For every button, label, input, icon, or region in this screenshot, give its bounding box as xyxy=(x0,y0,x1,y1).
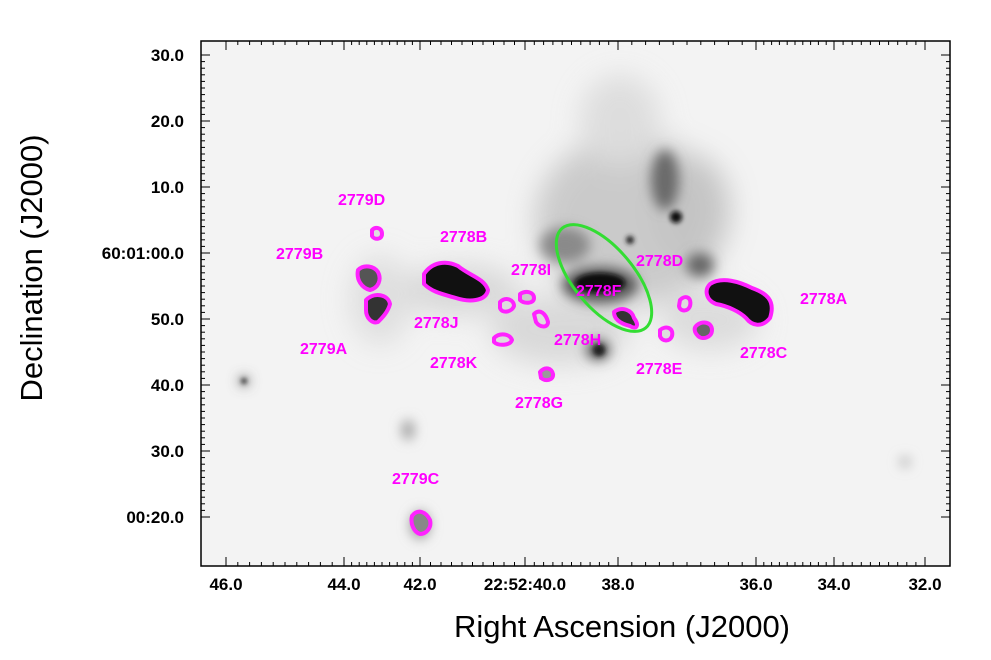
source-label: 2779D xyxy=(338,192,385,209)
x-tick-label: 42.0 xyxy=(403,575,436,594)
x-tick-label: 32.0 xyxy=(908,575,941,594)
contour-2778B xyxy=(422,260,490,303)
contour-2778I xyxy=(518,289,536,305)
y-tick-label: 60:01:00.0 xyxy=(102,244,184,263)
source-label: 2778C xyxy=(740,345,788,362)
y-tick-label: 40.0 xyxy=(151,376,184,395)
x-axis-title: Right Ascension (J2000) xyxy=(454,609,790,644)
contour-2778J xyxy=(498,297,516,314)
x-tick-label: 34.0 xyxy=(817,575,850,594)
y-axis-title: Declination (J2000) xyxy=(14,134,49,401)
contour-2779C xyxy=(409,509,433,536)
x-tick-labels: 46.0 44.0 42.0 22:52:40.0 38.0 36.0 34.0… xyxy=(209,575,941,594)
contour-2779B xyxy=(355,264,382,292)
axis-ticks xyxy=(201,41,950,566)
source-labels: 2778A 2778B 2778C 2778D 2778E 2778F 2778… xyxy=(276,192,848,488)
contour-2778D xyxy=(677,295,693,313)
source-label: 2778G xyxy=(515,395,563,412)
aperture-ellipse xyxy=(554,223,654,333)
source-label: 2778H xyxy=(554,332,601,349)
x-tick-label: 36.0 xyxy=(739,575,772,594)
contour-2778E xyxy=(658,325,675,343)
contour-2778K xyxy=(492,332,514,347)
y-tick-label: 20.0 xyxy=(151,112,184,131)
x-tick-label: 38.0 xyxy=(601,575,634,594)
y-tick-label: 00:20.0 xyxy=(126,508,184,527)
contour-2778C xyxy=(692,320,714,340)
x-tick-label: 46.0 xyxy=(209,575,242,594)
contour-2779A xyxy=(364,293,392,325)
contour-2778A xyxy=(704,278,774,327)
source-label: 2779B xyxy=(276,246,323,263)
source-label: 2779C xyxy=(392,471,440,488)
source-label: 2778B xyxy=(440,229,487,246)
source-label: 2779A xyxy=(300,341,348,358)
contour-2779D xyxy=(370,225,384,241)
source-label: 2778J xyxy=(414,315,459,332)
y-tick-label: 50.0 xyxy=(151,310,184,329)
contour-2778H xyxy=(532,309,550,329)
source-label: 2778D xyxy=(636,253,683,270)
y-tick-label: 30.0 xyxy=(151,442,184,461)
x-tick-label: 44.0 xyxy=(327,575,360,594)
plot-frame xyxy=(200,40,951,567)
source-label: 2778E xyxy=(636,361,683,378)
source-label: 2778A xyxy=(800,291,848,308)
contour-2778F xyxy=(612,307,639,330)
y-tick-labels: 30.0 20.0 10.0 60:01:00.0 50.0 40.0 30.0… xyxy=(102,46,184,527)
source-label: 2778I xyxy=(511,262,551,279)
x-tick-label: 22:52:40.0 xyxy=(484,575,566,594)
contour-2778G xyxy=(538,366,556,383)
y-tick-label: 10.0 xyxy=(151,178,184,197)
source-label: 2778F xyxy=(576,283,622,300)
source-contours xyxy=(355,225,774,536)
y-tick-label: 30.0 xyxy=(151,46,184,65)
source-label: 2778K xyxy=(430,355,478,372)
